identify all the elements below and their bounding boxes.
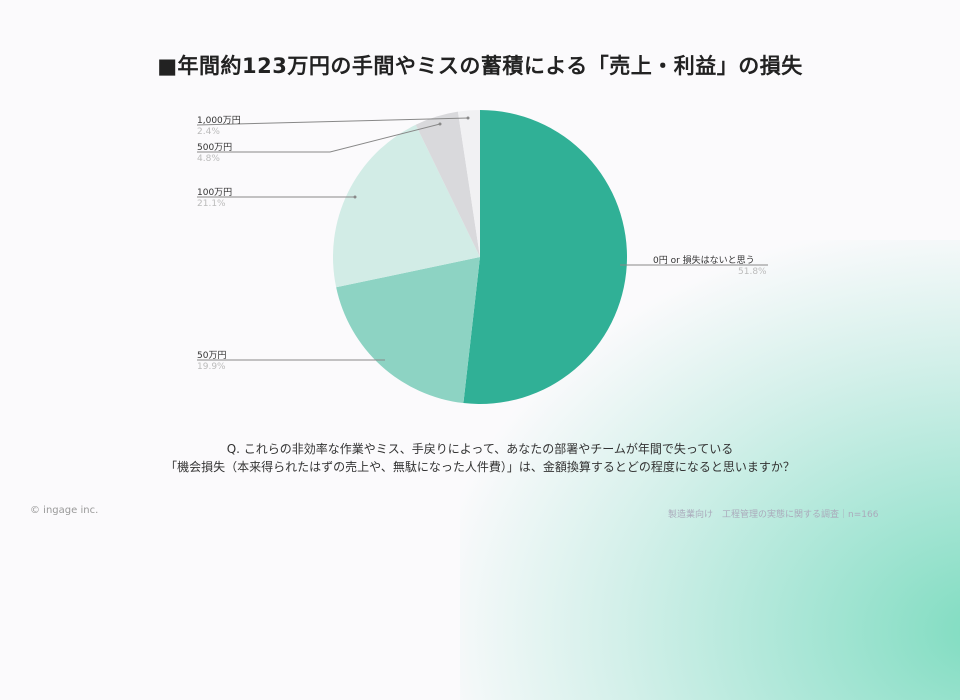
question-line-1: Q. これらの非効率な作業やミス、手戻りによって、あなたの部署やチームが年間で失… [226,442,734,456]
pie-slice [336,257,480,404]
pie-slice [463,110,628,405]
label-500man: 500万円 [197,143,233,153]
source-note: 製造業向け 工程管理の実態に関する調査｜n=166 [668,510,879,520]
pct-500man: 4.8% [197,154,220,164]
pie-chart [196,110,768,405]
label-50man: 50万円 [197,351,227,361]
label-1000man: 1,000万円 [197,116,241,126]
pct-100man: 21.1% [197,199,226,209]
pct-1000man: 2.4% [197,127,220,137]
leader-lines [196,117,768,361]
page-title: ■年間約123万円の手間やミスの蓄積による「売上・利益」の損失 [157,54,803,78]
label-100man: 100万円 [197,188,233,198]
pct-zero: 51.8% [738,267,767,277]
pie-slice [415,111,480,258]
question-line-2: 「機会損失（本来得られたはずの売上や、無駄になった人件費）」は、金額換算するとど… [165,460,795,474]
pie-slice [333,124,480,288]
label-zero: 0円 or 損失はないと思う [653,256,755,266]
pie-slice [457,110,480,257]
pct-50man: 19.9% [197,362,226,372]
copyright: © ingage inc. [30,505,99,516]
survey-question: Q. これらの非効率な作業やミス、手戻りによって、あなたの部署やチームが年間で失… [0,440,960,476]
